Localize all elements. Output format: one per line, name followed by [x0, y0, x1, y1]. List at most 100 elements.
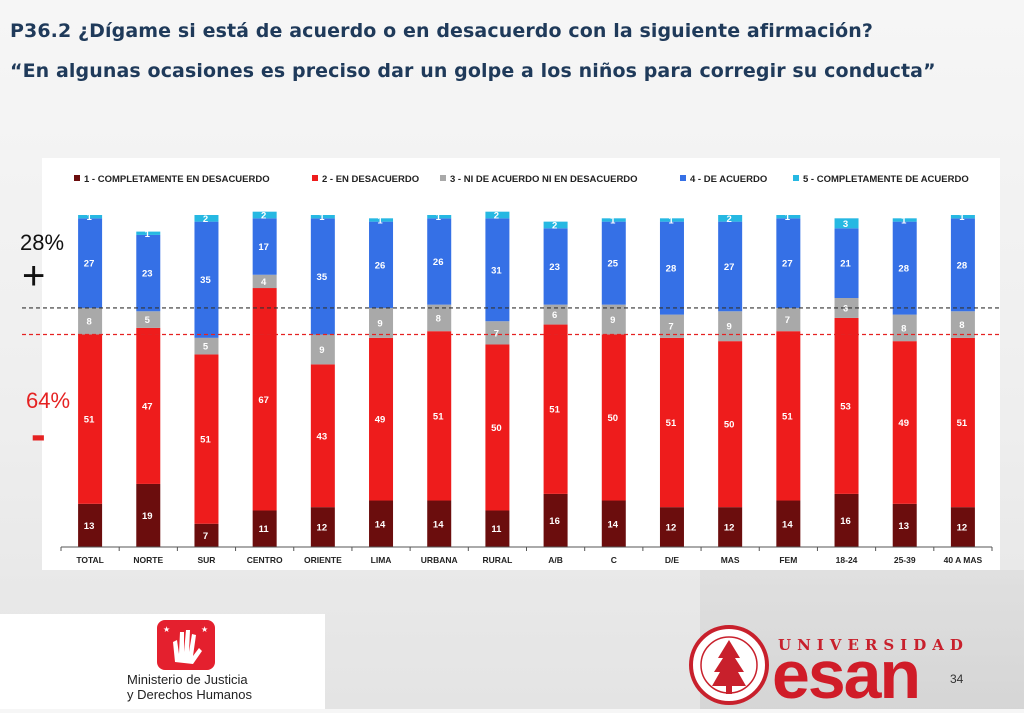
data-label-norte-s1: 19: [142, 511, 153, 522]
bar-40-a-mas-s4: [950, 218, 975, 312]
bar-oriente-s1: [310, 507, 335, 547]
bar-total-s2: [78, 334, 103, 504]
bar-18-24-s1: [834, 493, 859, 547]
data-label-25-39-s2: 49: [898, 418, 909, 429]
bar-urbana-s5: [427, 215, 452, 219]
data-label-rural-s3: 7: [494, 328, 499, 339]
data-label-lima-s4: 26: [375, 260, 386, 271]
question-statement: “En algunas ocasiones es preciso dar un …: [10, 60, 936, 82]
ministry-name-line2: y Derechos Humanos: [127, 687, 252, 702]
bar-25-39-s2: [892, 341, 917, 504]
data-label-mas-s1: 12: [724, 523, 735, 534]
bar-a-b-s5: [543, 221, 568, 229]
bar-a-b-s2: [543, 324, 568, 494]
data-label-lima-s2: 49: [375, 415, 386, 426]
data-label-fem-s4: 27: [782, 259, 793, 270]
bar-centro-s2: [252, 288, 277, 511]
data-label-40-a-mas-s5: 1: [959, 212, 965, 223]
legend-swatch-1: [74, 175, 80, 181]
data-label-fem-s2: 51: [782, 411, 793, 422]
data-label-sur-s1: 7: [203, 531, 208, 542]
x-tick-label-25-39: 25-39: [894, 555, 916, 565]
stacked-bar-chart: 1 - COMPLETAMENTE EN DESACUERDO 2 - EN DE…: [60, 174, 993, 565]
x-tick-label-d-e: D/E: [665, 555, 680, 565]
bar-oriente-s5: [310, 215, 335, 219]
data-label-a-b-s5: 2: [552, 220, 557, 231]
data-label-centro-s4: 17: [258, 242, 269, 253]
data-label-urbana-s5: 1: [436, 212, 442, 223]
x-tick-label-a-b: A/B: [548, 555, 563, 565]
data-label-lima-s3: 9: [377, 318, 382, 329]
x-tick-label-mas: MAS: [721, 555, 740, 565]
bar-fem-s4: [776, 218, 801, 308]
data-label-mas-s2: 50: [724, 420, 735, 431]
bar-mas-s5: [718, 215, 743, 222]
legend-swatch-3: [440, 175, 446, 181]
bar-total-s5: [78, 215, 103, 219]
data-label-d-e-s1: 12: [666, 523, 677, 534]
bar-d-e-s5: [659, 218, 684, 222]
bar-total-s1: [78, 503, 103, 547]
bar-18-24-s5: [834, 218, 859, 229]
bar-total-s3: [78, 307, 103, 335]
bar-25-39-s1: [892, 503, 917, 547]
data-label-norte-s3: 5: [145, 315, 151, 326]
data-label-mas-s4: 27: [724, 262, 735, 273]
question-title: P36.2 ¿Dígame si está de acuerdo o en de…: [10, 20, 873, 42]
bar-a-b-s1: [543, 493, 568, 547]
legend-swatch-5: [793, 175, 799, 181]
bar-25-39-s3: [892, 314, 917, 342]
bar-40-a-mas-s2: [950, 337, 975, 508]
bar-25-39-s4: [892, 221, 917, 315]
data-label-25-39-s1: 13: [898, 521, 909, 532]
bar-d-e-s3: [659, 314, 684, 338]
bar-rural-s1: [485, 510, 510, 547]
esan-seal-icon: [689, 625, 769, 705]
legend-label-3: 3 - NI DE ACUERDO NI EN DESACUERDO: [450, 174, 638, 185]
bar-mas-s1: [718, 507, 743, 547]
data-label-norte-s5: 1: [145, 229, 151, 240]
data-label-rural-s2: 50: [491, 423, 502, 434]
agree-percentage: 28%: [20, 230, 65, 255]
data-label-18-24-s5: 3: [843, 219, 848, 230]
bar-centro-s5: [252, 211, 277, 219]
bar-lima-s1: [369, 500, 394, 547]
data-label-c-s2: 50: [607, 413, 618, 424]
bar-oriente-s2: [310, 364, 335, 508]
data-label-oriente-s4: 35: [317, 272, 328, 283]
data-label-18-24-s3: 6: [843, 303, 848, 314]
bar-centro-s1: [252, 510, 277, 547]
data-label-oriente-s3: 9: [319, 345, 324, 356]
page-number: 34: [950, 672, 964, 686]
plus-sign-icon: +: [22, 254, 46, 298]
bar-40-a-mas-s1: [950, 507, 975, 547]
bar-centro-s4: [252, 218, 277, 275]
x-tick-label-fem: FEM: [779, 555, 797, 565]
bar-norte-s5: [136, 231, 161, 235]
data-label-rural-s4: 31: [491, 265, 502, 276]
ministry-name: Ministerio de Justicia y Derechos Humano…: [127, 672, 252, 702]
data-label-sur-s3: 5: [203, 342, 209, 353]
data-label-urbana-s3: 8: [436, 313, 441, 324]
bar-sur-s5: [194, 215, 219, 222]
bar-fem-s2: [776, 331, 801, 501]
x-tick-label-18-24: 18-24: [836, 555, 858, 565]
x-tick-label-sur: SUR: [197, 555, 215, 565]
bar-fem-s3: [776, 307, 801, 332]
x-tick-label-urbana: URBANA: [421, 555, 458, 565]
data-label-18-24-s4: 21: [840, 259, 851, 270]
bar-25-39-s5: [892, 218, 917, 222]
bar-fem-s5: [776, 215, 801, 219]
data-label-40-a-mas-s2: 51: [957, 418, 968, 429]
bar-lima-s3: [369, 307, 394, 338]
bar-lima-s2: [369, 337, 394, 501]
x-tick-label-40-a-mas: 40 A MAS: [944, 555, 983, 565]
data-label-mas-s3: 9: [727, 322, 732, 333]
data-label-norte-s2: 47: [142, 401, 153, 412]
bar-mas-s4: [718, 221, 743, 312]
bar-fem-s1: [776, 500, 801, 547]
ministry-name-line1: Ministerio de Justicia: [127, 672, 248, 687]
data-label-total-s1: 13: [84, 521, 95, 532]
legend-swatch-2: [312, 175, 318, 181]
data-label-oriente-s1: 12: [317, 523, 328, 534]
